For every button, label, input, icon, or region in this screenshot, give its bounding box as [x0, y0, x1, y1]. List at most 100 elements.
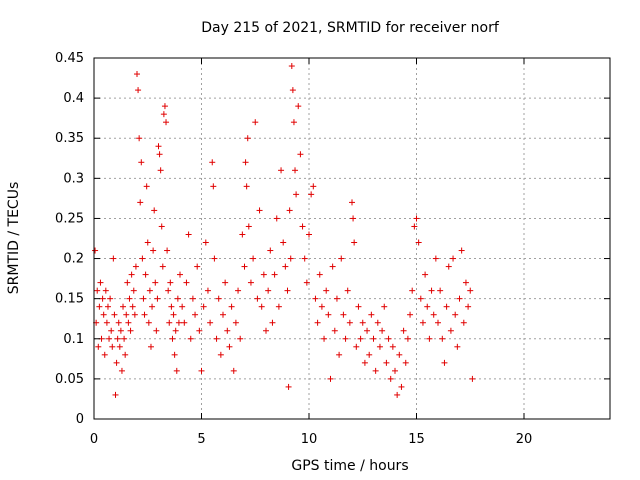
data-point — [247, 279, 254, 286]
data-point — [131, 311, 138, 318]
data-point — [130, 287, 137, 294]
data-point — [426, 335, 433, 342]
data-point — [372, 367, 379, 374]
data-point — [153, 327, 160, 334]
data-point — [260, 271, 267, 278]
data-point — [159, 263, 166, 270]
data-point — [136, 135, 143, 142]
data-point — [245, 223, 252, 230]
x-tick-label: 5 — [197, 432, 205, 447]
data-point — [170, 311, 177, 318]
data-point — [154, 295, 161, 302]
data-point — [349, 199, 355, 206]
data-point — [265, 287, 272, 294]
data-point — [187, 335, 194, 342]
data-point — [389, 343, 396, 350]
data-point — [458, 247, 465, 254]
data-point — [134, 71, 140, 78]
data-point — [232, 319, 239, 326]
data-point — [432, 255, 439, 262]
data-point — [181, 319, 188, 326]
data-point — [447, 327, 454, 334]
data-point — [106, 335, 113, 342]
data-point — [157, 167, 164, 174]
data-point — [364, 327, 371, 334]
data-point — [165, 287, 172, 294]
data-point — [241, 263, 248, 270]
data-point — [160, 111, 167, 118]
data-point — [189, 295, 196, 302]
data-point — [314, 319, 321, 326]
data-point — [346, 319, 353, 326]
data-point — [278, 167, 285, 174]
data-point — [428, 287, 435, 294]
data-point — [267, 247, 274, 254]
data-point — [161, 103, 168, 110]
data-point — [383, 359, 390, 366]
data-point — [273, 215, 280, 222]
data-point — [282, 263, 289, 270]
data-point — [381, 303, 388, 310]
data-point — [263, 327, 269, 334]
data-point — [316, 271, 323, 278]
data-point — [269, 319, 276, 326]
data-point — [462, 279, 469, 286]
data-point — [207, 319, 214, 326]
data-point — [415, 239, 422, 246]
data-point — [306, 231, 312, 238]
data-point — [342, 335, 349, 342]
data-point — [237, 335, 244, 342]
data-point — [235, 287, 242, 294]
data-point — [242, 159, 249, 166]
data-point — [452, 311, 459, 318]
data-point — [101, 351, 108, 358]
data-point — [271, 271, 278, 278]
data-point — [143, 183, 150, 190]
data-point — [108, 327, 115, 334]
data-point — [275, 303, 282, 310]
x-tick-labels: 0 5 10 15 20 — [90, 432, 532, 447]
data-point — [374, 319, 381, 326]
data-point — [292, 167, 299, 174]
data-point — [158, 223, 165, 230]
data-point — [258, 303, 265, 310]
data-point — [301, 255, 308, 262]
data-point — [443, 303, 450, 310]
data-point — [357, 335, 364, 342]
data-points — [92, 63, 476, 398]
data-point — [194, 263, 201, 270]
y-tick-label: 0.2 — [63, 252, 84, 267]
y-tick-label: 0 — [76, 412, 84, 427]
data-point — [152, 279, 159, 286]
y-tick-label: 0.45 — [55, 51, 84, 66]
data-point — [122, 351, 129, 358]
data-point — [310, 183, 317, 190]
data-point — [114, 335, 121, 342]
data-point — [400, 327, 407, 334]
data-point — [321, 335, 328, 342]
data-point — [220, 311, 226, 318]
data-point — [244, 135, 251, 142]
y-tick-label: 0.1 — [63, 332, 84, 347]
data-point — [213, 335, 220, 342]
data-point — [331, 327, 338, 334]
y-tick-labels: 0 0.05 0.1 0.15 0.2 0.25 0.3 0.35 0.4 0.45 — [55, 51, 84, 427]
data-point — [127, 327, 134, 334]
chart-title: Day 215 of 2021, SRMTID for receiver nor… — [201, 20, 500, 36]
data-point — [299, 223, 306, 230]
data-point — [151, 207, 158, 214]
data-point — [150, 247, 157, 254]
data-point — [351, 239, 358, 246]
data-point — [215, 295, 222, 302]
data-point — [113, 359, 120, 366]
data-point — [112, 391, 119, 398]
data-point — [239, 231, 246, 238]
data-point — [167, 279, 174, 286]
data-point — [175, 319, 182, 326]
data-point — [344, 287, 351, 294]
data-point — [280, 239, 287, 246]
data-point — [368, 311, 375, 318]
data-point — [376, 343, 383, 350]
data-point — [99, 295, 106, 302]
data-point — [460, 319, 467, 326]
